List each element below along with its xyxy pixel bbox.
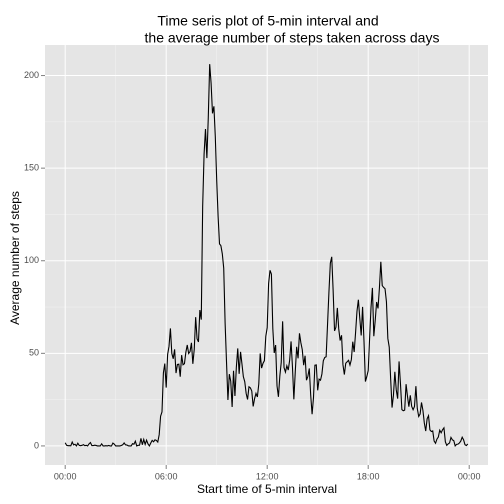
x-tick-label: 00:00	[458, 471, 481, 481]
marks	[64, 64, 469, 448]
x-tick-label: 00:00	[54, 471, 77, 481]
y-axis-title: Average number of steps	[8, 191, 22, 325]
x-tick-label: 12:00	[256, 471, 279, 481]
chart-title-line-1: Time seris plot of 5-min interval and	[157, 13, 378, 29]
x-tick-label: 18:00	[357, 471, 380, 481]
data-line	[64, 64, 469, 448]
plot-panel	[45, 45, 488, 465]
y-tick-label: 0	[34, 440, 39, 450]
y-tick-label: 100	[24, 255, 39, 265]
grid	[45, 45, 488, 465]
x-axis-title: Start time of 5-min interval	[197, 482, 337, 496]
y-tick-label: 200	[24, 70, 39, 80]
y-tick-label: 50	[29, 348, 39, 358]
x-tick-label: 06:00	[155, 471, 178, 481]
y-tick-label: 150	[24, 163, 39, 173]
chart-title-line-2: the average number of steps taken across…	[145, 30, 440, 46]
